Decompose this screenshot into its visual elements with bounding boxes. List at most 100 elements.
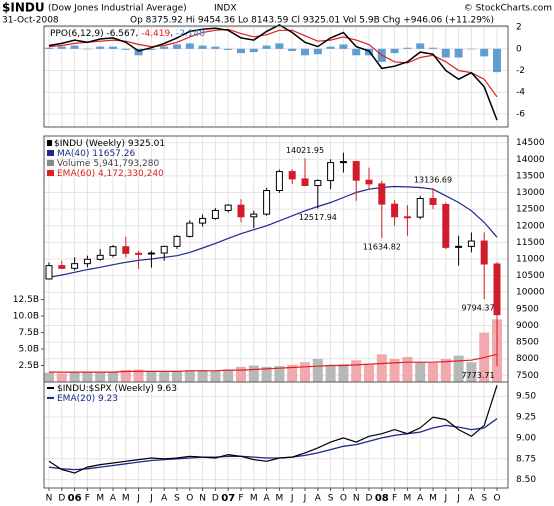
histogram-bar	[441, 48, 450, 58]
legend-swatch	[47, 140, 52, 146]
volume-bar	[133, 369, 144, 382]
price-annotation: 14021.95	[286, 146, 324, 155]
x-tick-label: A	[315, 494, 322, 504]
volume-bar	[120, 370, 131, 382]
volume-bar	[248, 365, 259, 382]
candle-body	[365, 179, 373, 185]
y2-tick-label: 5.0B	[19, 345, 40, 355]
y-tick-label: -2	[516, 66, 525, 76]
y-tick-label: 8500	[516, 338, 539, 348]
histogram-bar	[83, 48, 92, 50]
y-tick-label: 13500	[516, 171, 545, 181]
copyright: © StockCharts.com	[464, 4, 552, 14]
histogram-bar	[352, 48, 361, 56]
candle-body	[96, 254, 104, 260]
x-tick-label: O	[493, 494, 500, 504]
legend-title: PPO(6,12,9)	[50, 29, 104, 39]
legend-value: -6.567	[106, 29, 135, 39]
panel-frame	[43, 25, 509, 128]
volume-bar	[402, 356, 413, 382]
y-tick-label: 14500	[516, 138, 545, 148]
histogram-bar	[57, 46, 66, 49]
histogram-bar	[339, 44, 348, 49]
volume-bar	[376, 354, 387, 382]
histogram-bar	[198, 45, 207, 49]
candle-body	[480, 240, 488, 265]
quote: Op 8375.92 Hi 9454.36 Lo 8143.59 Cl 9325…	[130, 16, 494, 26]
y-tick-label: 9.00	[516, 433, 536, 443]
x-tick-label: 08	[375, 493, 389, 504]
histogram-bar	[288, 48, 297, 51]
y2-tick-label: 7.5B	[19, 328, 40, 338]
volume-bar	[466, 362, 477, 382]
x-tick-label: A	[110, 494, 117, 504]
candle-body	[352, 161, 360, 181]
y2-tick-label: 12.5B	[13, 295, 39, 305]
candle-body	[186, 222, 194, 237]
candle-body	[58, 265, 66, 269]
candle-body	[224, 204, 232, 211]
legend-value: 9.63	[157, 384, 177, 394]
volume-bar	[364, 363, 374, 382]
histogram-bar	[301, 48, 309, 56]
y2-tick-label: 2.5B	[19, 361, 40, 371]
legend-text: 4,172,330,240	[98, 169, 164, 179]
histogram-bar	[134, 48, 143, 56]
candle-body	[160, 245, 168, 254]
legend-value: 9325.01	[128, 139, 165, 149]
histogram-bar	[454, 48, 463, 58]
y-tick-label: 8000	[516, 354, 539, 364]
x-tick-label: J	[290, 494, 294, 504]
legend-value: -2.148	[176, 29, 205, 39]
x-tick-label: N	[46, 494, 53, 504]
x-tick-label: F	[85, 494, 90, 504]
y-tick-label: 7500	[516, 371, 539, 381]
legend-entry: $INDU (Weekly) 9325.01	[54, 139, 165, 149]
price-annotation: 9794.37	[461, 304, 494, 313]
histogram-bar	[403, 47, 412, 49]
volume-bar	[223, 369, 234, 382]
price-annotation: 7773.71	[461, 371, 494, 380]
volume-bar	[184, 370, 195, 382]
legend-entry: EMA(20) 9.23	[57, 394, 118, 404]
volume-bar	[428, 362, 438, 382]
x-tick-label: J	[149, 494, 153, 504]
y-tick-label: 9000	[516, 321, 539, 331]
price-annotation: 11634.82	[363, 242, 401, 251]
candle-body	[301, 178, 309, 187]
x-tick-label: D	[212, 494, 219, 504]
y-tick-label: -4	[516, 88, 525, 98]
legend-text: MA(40)	[57, 149, 89, 159]
x-tick-label: J	[303, 494, 307, 504]
histogram-bar	[160, 46, 169, 49]
histogram-bar	[237, 48, 245, 54]
histogram-bar	[147, 48, 156, 50]
volume-bar	[261, 366, 272, 382]
x-tick-label: A	[161, 494, 168, 504]
y-tick-label: 12000	[516, 221, 545, 231]
exchange: INDX	[214, 4, 236, 14]
volume-bar	[300, 362, 310, 382]
x-tick-label: N	[199, 494, 206, 504]
x-tick-label: F	[238, 494, 243, 504]
volume-bar	[69, 372, 80, 382]
x-tick-label: M	[276, 494, 284, 504]
candle-body	[378, 183, 386, 205]
y-tick-label: -6	[516, 109, 525, 119]
legend-entry: EMA(60) 4,172,330,240	[57, 169, 164, 179]
series-line	[48, 418, 498, 471]
candle-body	[45, 265, 53, 280]
volume-bar	[146, 370, 157, 382]
legend-swatch	[47, 150, 54, 156]
histogram-bar	[96, 46, 105, 49]
ma-line	[48, 185, 498, 278]
candle-body	[135, 252, 143, 255]
x-tick-label: O	[186, 494, 193, 504]
x-tick-label: O	[340, 494, 347, 504]
candle-body	[314, 180, 322, 187]
candle-body	[263, 190, 271, 215]
volume-bar	[415, 362, 426, 382]
legend-value: 9.23	[98, 394, 118, 404]
